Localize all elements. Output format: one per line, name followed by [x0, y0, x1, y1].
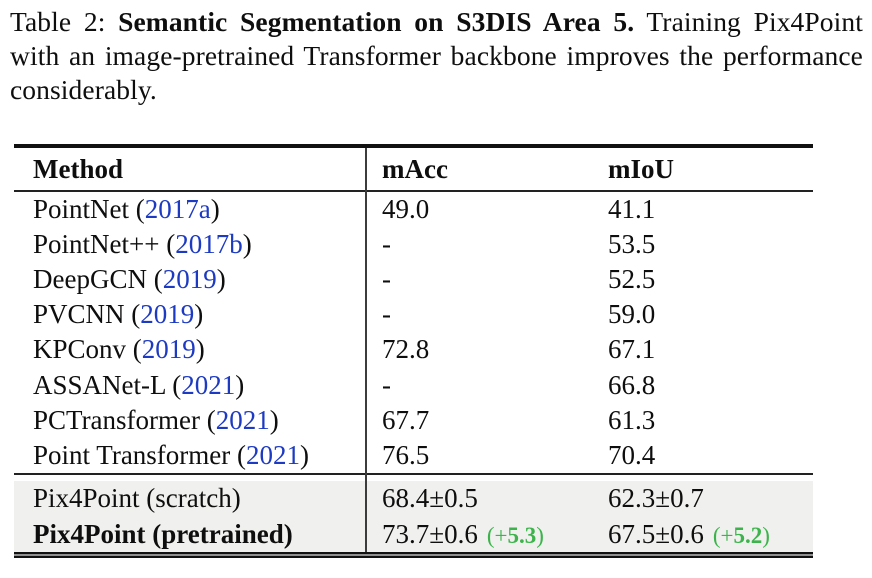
header-separator-rule [14, 190, 813, 192]
table-row-pretrained: Pix4Point (pretrained) 73.7±0.6 (+5.3) 67… [14, 516, 813, 552]
section-separator-rule [14, 472, 813, 475]
miou-value: 59.0 [608, 299, 656, 330]
citation-link[interactable]: 2019 [162, 264, 217, 295]
table-caption: Table 2: Semantic Segmentation on S3DIS … [10, 5, 863, 106]
macc-value: - [382, 369, 391, 400]
method-name: Pix4Point (scratch) [33, 483, 241, 513]
citation-link[interactable]: 2019 [140, 299, 195, 330]
macc-value: - [382, 264, 391, 295]
table-row: ASSANet-L (2021) - 66.8 [14, 367, 813, 402]
miou-value: 61.3 [608, 404, 656, 435]
table-bottom-rule [14, 551, 813, 558]
table-header-row: Method mAcc mIoU [14, 148, 813, 190]
method-name: PointNet ( [33, 194, 145, 225]
table-row: KPConv (2019) 72.8 67.1 [14, 332, 813, 367]
table-row-scratch: Pix4Point (scratch) 68.4±0.5 62.3±0.7 [14, 481, 813, 517]
method-name: PointNet++ ( [33, 229, 176, 260]
macc-value: 68.4±0.5 [382, 483, 478, 513]
pix4point-highlight-block: Pix4Point (scratch) 68.4±0.5 62.3±0.7 Pi… [14, 480, 813, 552]
method-name: PVCNN ( [33, 299, 141, 330]
method-name: KPConv ( [33, 334, 142, 365]
table-row: Point Transformer (2021) 76.5 70.4 [14, 438, 813, 473]
macc-value: - [382, 229, 391, 260]
caption-title: Semantic Segmentation on S3DIS Area 5. [118, 6, 635, 37]
miou-value: 67.1 [608, 334, 656, 365]
miou-value: 41.1 [608, 194, 656, 225]
macc-value: 76.5 [382, 439, 430, 470]
miou-value: 62.3±0.7 [608, 483, 704, 513]
method-name: PCTransformer ( [33, 404, 216, 435]
table-row: DeepGCN (2019) - 52.5 [14, 262, 813, 297]
miou-value: 70.4 [608, 439, 656, 470]
macc-value: - [382, 299, 391, 330]
table-top-rule [14, 144, 813, 148]
results-table: Method mAcc mIoU PointNet (2017a) 49.0 4… [14, 144, 813, 558]
miou-value: 66.8 [608, 369, 656, 400]
miou-value: 53.5 [608, 229, 656, 260]
table-row: PointNet++ (2017b) - 53.5 [14, 227, 813, 262]
method-name: ASSANet-L ( [33, 369, 182, 400]
column-divider-line [365, 148, 367, 552]
caption-body: Training Pix4Point with an image-pretrai… [10, 6, 863, 105]
miou-value: 52.5 [608, 264, 656, 295]
method-name: DeepGCN ( [33, 264, 163, 295]
caption-prefix: Table 2: [10, 6, 119, 37]
macc-improvement-delta: (+5.3) [486, 522, 544, 548]
method-name: Pix4Point (pretrained) [33, 518, 293, 549]
col-header-macc: mAcc [382, 153, 448, 184]
col-header-miou: mIoU [608, 153, 674, 184]
macc-value: 73.7±0.6 [382, 518, 478, 549]
macc-value: 49.0 [382, 194, 430, 225]
miou-improvement-delta: (+5.2) [712, 522, 770, 548]
citation-link[interactable]: 2017b [175, 229, 243, 260]
citation-link[interactable]: 2021 [246, 439, 301, 470]
citation-link[interactable]: 2017a [144, 194, 211, 225]
table-row: PVCNN (2019) - 59.0 [14, 297, 813, 332]
citation-link[interactable]: 2021 [215, 404, 270, 435]
macc-value: 67.7 [382, 404, 430, 435]
table-row: PCTransformer (2021) 67.7 61.3 [14, 403, 813, 438]
citation-link[interactable]: 2021 [181, 369, 236, 400]
macc-value: 72.8 [382, 334, 430, 365]
miou-value: 67.5±0.6 [608, 518, 704, 549]
citation-link[interactable]: 2019 [141, 334, 196, 365]
col-header-method: Method [33, 153, 123, 184]
method-name: Point Transformer ( [33, 439, 247, 470]
table-row: PointNet (2017a) 49.0 41.1 [14, 192, 813, 227]
